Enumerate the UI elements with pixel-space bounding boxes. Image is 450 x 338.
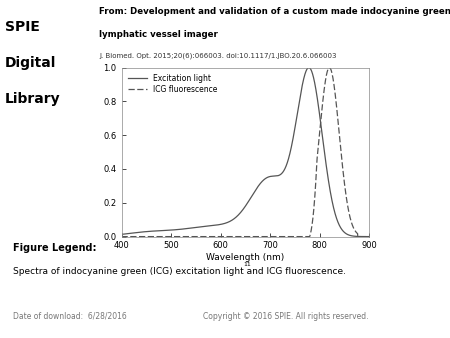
Text: Digital: Digital	[4, 56, 56, 70]
Text: Copyright © 2016 SPIE. All rights reserved.: Copyright © 2016 SPIE. All rights reserv…	[203, 312, 369, 321]
Text: Library: Library	[4, 92, 60, 106]
X-axis label: Wavelength (nm): Wavelength (nm)	[206, 253, 284, 262]
Text: SPIE: SPIE	[4, 20, 40, 34]
Text: Spectra of indocyanine green (ICG) excitation light and ICG fluorescence.: Spectra of indocyanine green (ICG) excit…	[14, 267, 346, 276]
Text: 11: 11	[243, 262, 252, 267]
Text: lymphatic vessel imager: lymphatic vessel imager	[99, 30, 218, 39]
Text: Date of download:  6/28/2016: Date of download: 6/28/2016	[14, 312, 127, 321]
Text: From: Development and validation of a custom made indocyanine green fluorescence: From: Development and validation of a cu…	[99, 7, 450, 16]
Text: J. Biomed. Opt. 2015;20(6):066003. doi:10.1117/1.JBO.20.6.066003: J. Biomed. Opt. 2015;20(6):066003. doi:1…	[99, 52, 337, 59]
Text: Figure Legend:: Figure Legend:	[14, 243, 97, 253]
Legend: Excitation light, ICG fluorescence: Excitation light, ICG fluorescence	[125, 71, 220, 96]
